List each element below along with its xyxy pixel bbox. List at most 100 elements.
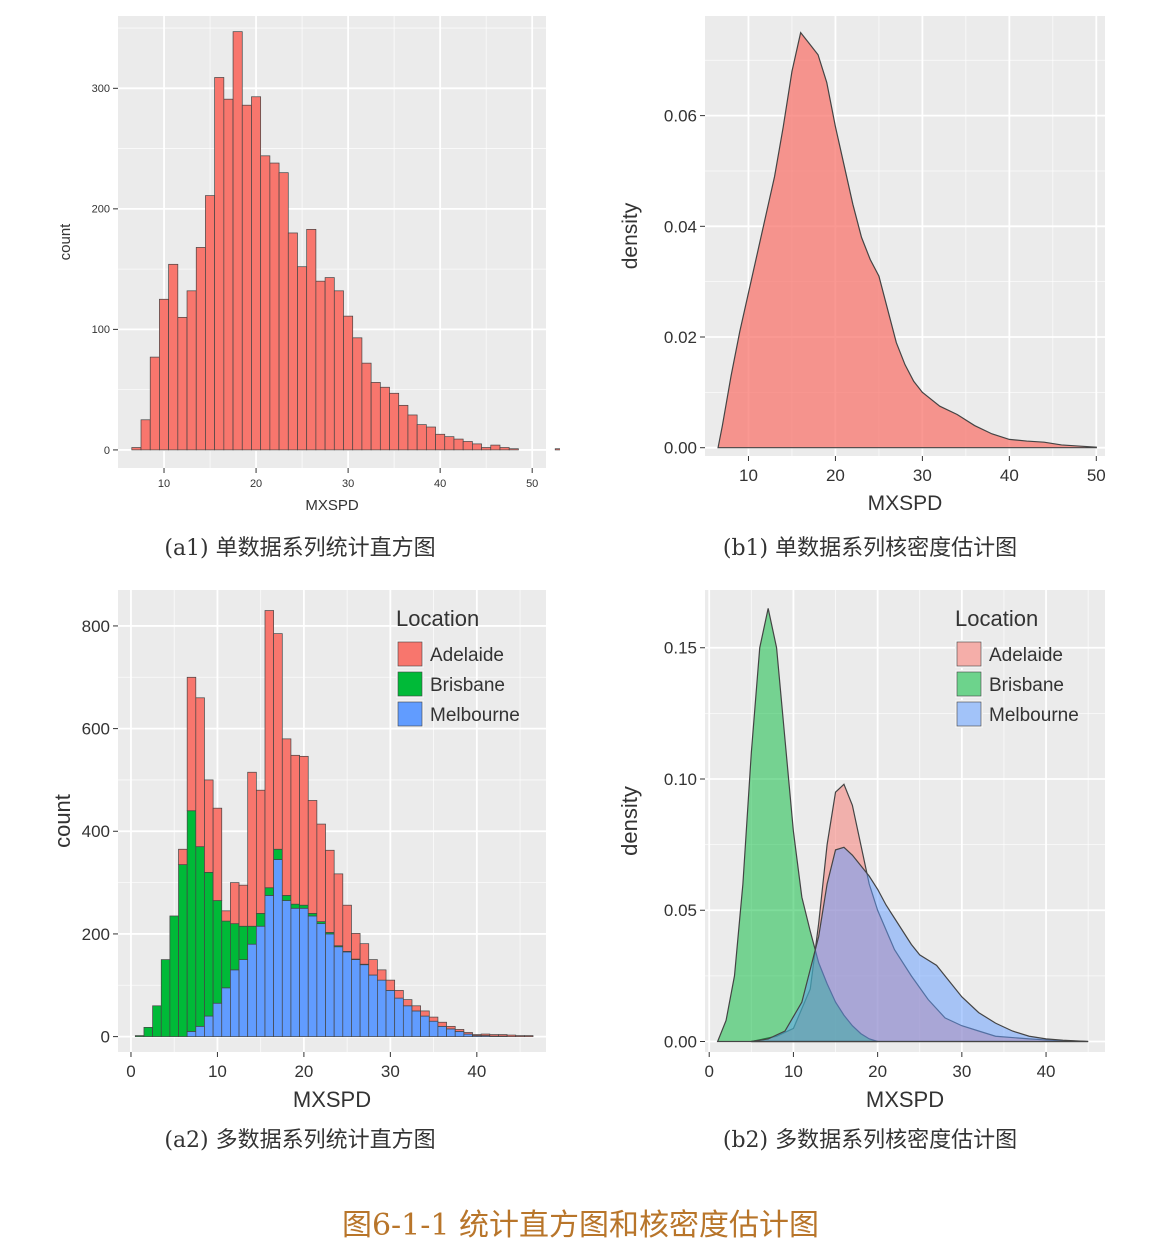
histogram-bar-melbourne [394,997,404,1037]
histogram-bar [472,443,482,451]
y-tick-label: 0.04 [664,217,697,236]
histogram-bar-adelaide [238,884,249,927]
histogram-bar [140,419,151,451]
caption-b1: (b1) 单数据系列核密度估计图 [722,536,1018,561]
histogram-bar-melbourne [195,1025,205,1037]
y-tick-label: 0.06 [664,107,697,126]
legend-swatch-brisbane [956,671,982,697]
histogram-bar-adelaide [333,873,344,947]
chart-b1-single-density: 0.00 0.02 0.04 0.06 10 20 30 40 50 MXSPD density [610,8,1130,520]
histogram-bar-melbourne [333,946,344,1037]
y-tick-label: 0 [101,1028,110,1047]
histogram-bar-melbourne [255,925,266,1037]
histogram-bar [149,356,160,451]
histogram-bar-brisbane [299,904,309,909]
x-tick-label: 20 [250,478,262,490]
histogram-bar [508,448,519,451]
y-tick-label: 0.05 [664,901,697,920]
histogram-bar-melbourne [402,1005,413,1037]
histogram-bar-adelaide [281,738,292,896]
histogram-bar-melbourne [446,1028,456,1037]
x-axis-label: MXSPD [305,497,359,514]
histogram-bar [499,447,510,451]
histogram-bar [186,290,197,451]
chart-b2-svg: 0.00 0.05 0.10 0.15 0 10 20 30 40 MXSPD density Loc… [617,590,1105,1112]
histogram-bar-adelaide [428,1016,439,1022]
legend-swatch-melbourne [397,701,423,727]
histogram-bar-adelaide [437,1021,447,1027]
histogram-bar-melbourne [230,969,240,1037]
y-tick-label: 800 [82,617,110,636]
histogram-bar [462,441,473,451]
histogram-bar [168,263,179,451]
histogram-bar [490,444,501,451]
histogram-bar-melbourne [204,1015,214,1037]
histogram-bar-brisbane [238,925,249,960]
legend-label-brisbane: Brisbane [989,675,1064,696]
y-axis-label: density [617,786,642,856]
histogram-bar-adelaide [377,969,387,981]
histogram-bar [481,447,492,451]
y-axis-label: count [50,794,75,848]
histogram-bar-adelaide [212,807,223,901]
histogram-bar-melbourne [290,907,300,1037]
histogram-bar-melbourne [212,1002,223,1037]
histogram-bar-adelaide [342,904,352,952]
histogram-bar-adelaide [273,633,283,850]
y-tick-label: 0.00 [664,1032,697,1051]
histogram-bar [260,155,271,451]
histogram-bar-adelaide [420,1010,430,1017]
chart-a1-single-histogram: 0 100 200 300 10 20 30 40 50 MXSPD count [40,8,565,520]
histogram-bar [297,266,308,451]
histogram-bar-brisbane [307,913,318,917]
y-tick-label: 0.10 [664,770,697,789]
histogram-bar-melbourne [411,1010,421,1037]
chart-a1-svg: 0 100 200 300 10 20 30 40 50 MXSPD count [57,16,565,514]
histogram-bar [306,228,317,451]
legend-label-brisbane: Brisbane [430,675,505,696]
caption-a2: (a2) 多数据系列统计直方图 [164,1128,436,1153]
histogram-bar-melbourne [316,923,326,1037]
histogram-bar [453,438,464,451]
chart-a2-svg: 0 200 400 600 800 0 10 20 30 40 MXSPD count Location… [50,590,546,1112]
histogram-bar-melbourne [454,1031,465,1037]
histogram-bar-adelaide [195,697,205,848]
chart-b2-multi-density: 0.00 0.05 0.10 0.15 0 10 20 30 40 MXSPD density Loc… [610,582,1130,1112]
histogram-bar-adelaide [385,979,396,991]
histogram-bar [223,98,234,451]
histogram-bar-melbourne [368,974,378,1037]
histogram-bar-adelaide [221,910,231,922]
histogram-bar-adelaide [480,1033,491,1036]
histogram-bar-melbourne [463,1033,473,1037]
histogram-bar-brisbane [152,1005,162,1037]
histogram-bar-adelaide [472,1034,482,1036]
histogram-bar-adelaide [498,1034,508,1037]
histogram-bar-brisbane [186,810,197,1032]
histogram-bar-melbourne [186,1031,197,1037]
x-tick-label: 30 [913,466,932,485]
histogram-bar [269,162,280,451]
histogram-bar-adelaide [230,882,240,925]
histogram-bar-melbourne [351,959,361,1037]
x-tick-label: 10 [208,1062,227,1081]
y-tick-label: 0 [104,445,110,457]
legend: Location Adelaide Brisbane Melbourne [396,606,520,728]
histogram-bar [278,172,289,451]
x-tick-label: 10 [784,1062,803,1081]
x-tick-label: 20 [294,1062,313,1081]
x-tick-label: 30 [342,478,354,490]
x-axis-label: MXSPD [868,492,943,515]
histogram-bar [416,424,427,451]
histogram-bar-adelaide [359,943,370,965]
y-axis-label: density [619,202,642,269]
histogram-bar [352,337,363,451]
histogram-bar-melbourne [247,943,257,1037]
histogram-bar-brisbane [281,895,292,901]
histogram-bar [195,247,206,451]
density-curve-melbourne [751,846,1089,1043]
histogram-bar-melbourne [359,964,370,1037]
histogram-bar [177,316,188,451]
histogram-bar-melbourne [307,915,318,1037]
y-tick-label: 400 [82,822,110,841]
y-tick-label: 300 [92,83,110,95]
